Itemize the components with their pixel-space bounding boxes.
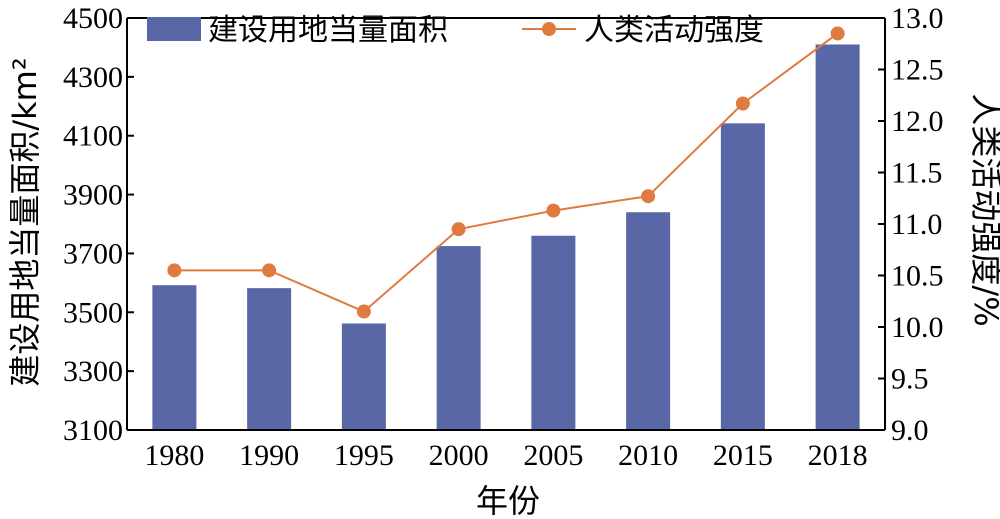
left-tick-label: 4100 [63, 120, 123, 153]
line-point-1980 [167, 263, 182, 278]
line-series [167, 26, 845, 319]
legend-bar-swatch [147, 17, 201, 41]
left-tick-label: 3700 [63, 237, 123, 270]
bar-1995 [341, 323, 386, 430]
bar-2005 [531, 235, 576, 430]
right-tick-label: 9.5 [891, 363, 929, 396]
left-tick-label: 4500 [63, 2, 123, 35]
x-axis-title: 年份 [476, 482, 540, 519]
legend-bar-label: 建设用地当量面积 [208, 13, 448, 48]
left-tick-label: 3100 [63, 414, 123, 447]
bar-series [152, 44, 860, 431]
right-tick-label: 12.0 [891, 105, 944, 138]
bar-1990 [247, 288, 292, 430]
line-point-2010 [641, 189, 656, 204]
line-point-2000 [451, 222, 466, 237]
right-tick-label: 10.0 [891, 311, 944, 344]
line-point-1995 [356, 304, 371, 319]
bar-2018 [815, 44, 860, 430]
right-tick-label: 9.0 [891, 414, 929, 447]
line-point-2018 [830, 26, 845, 41]
line-point-2015 [735, 96, 750, 111]
x-tick-label: 2005 [523, 439, 583, 472]
bar-2010 [626, 212, 671, 430]
line-point-1990 [262, 263, 277, 278]
x-tick-label: 1990 [239, 439, 299, 472]
x-tick-label: 2018 [808, 439, 868, 472]
legend-line-marker [542, 22, 556, 36]
bar-2015 [720, 123, 765, 431]
axes [126, 17, 886, 431]
line-path [174, 32, 839, 313]
right-tick-label: 11.0 [891, 208, 942, 241]
x-tick-label: 2010 [618, 439, 678, 472]
left-tick-label: 3900 [63, 179, 123, 212]
x-tick-label: 1995 [334, 439, 394, 472]
left-y-axis-title: 建设用地当量面积/km² [6, 57, 44, 386]
legend: 建设用地当量面积 人类活动强度 [147, 13, 764, 48]
x-tick-label: 2000 [429, 439, 489, 472]
legend-line-label: 人类活动强度 [584, 13, 764, 48]
x-tick-label: 1980 [144, 439, 204, 472]
bar-2000 [436, 246, 481, 430]
tick-labels: 3100 3300 3500 3700 3900 4100 4300 4500 9.0 9.5 10… [63, 2, 944, 472]
right-tick-label: 12.5 [891, 54, 944, 87]
left-tick-label: 4300 [63, 61, 123, 94]
left-tick-label: 3500 [63, 296, 123, 329]
left-tick-label: 3300 [63, 355, 123, 388]
x-tick-label: 2015 [713, 439, 773, 472]
line-point-2005 [546, 203, 561, 218]
bar-1980 [152, 285, 197, 430]
right-tick-label: 13.0 [891, 2, 944, 35]
right-y-axis-title: 人类活动强度/% [967, 93, 1000, 326]
right-tick-label: 10.5 [891, 260, 944, 293]
right-tick-label: 11.5 [891, 157, 942, 190]
